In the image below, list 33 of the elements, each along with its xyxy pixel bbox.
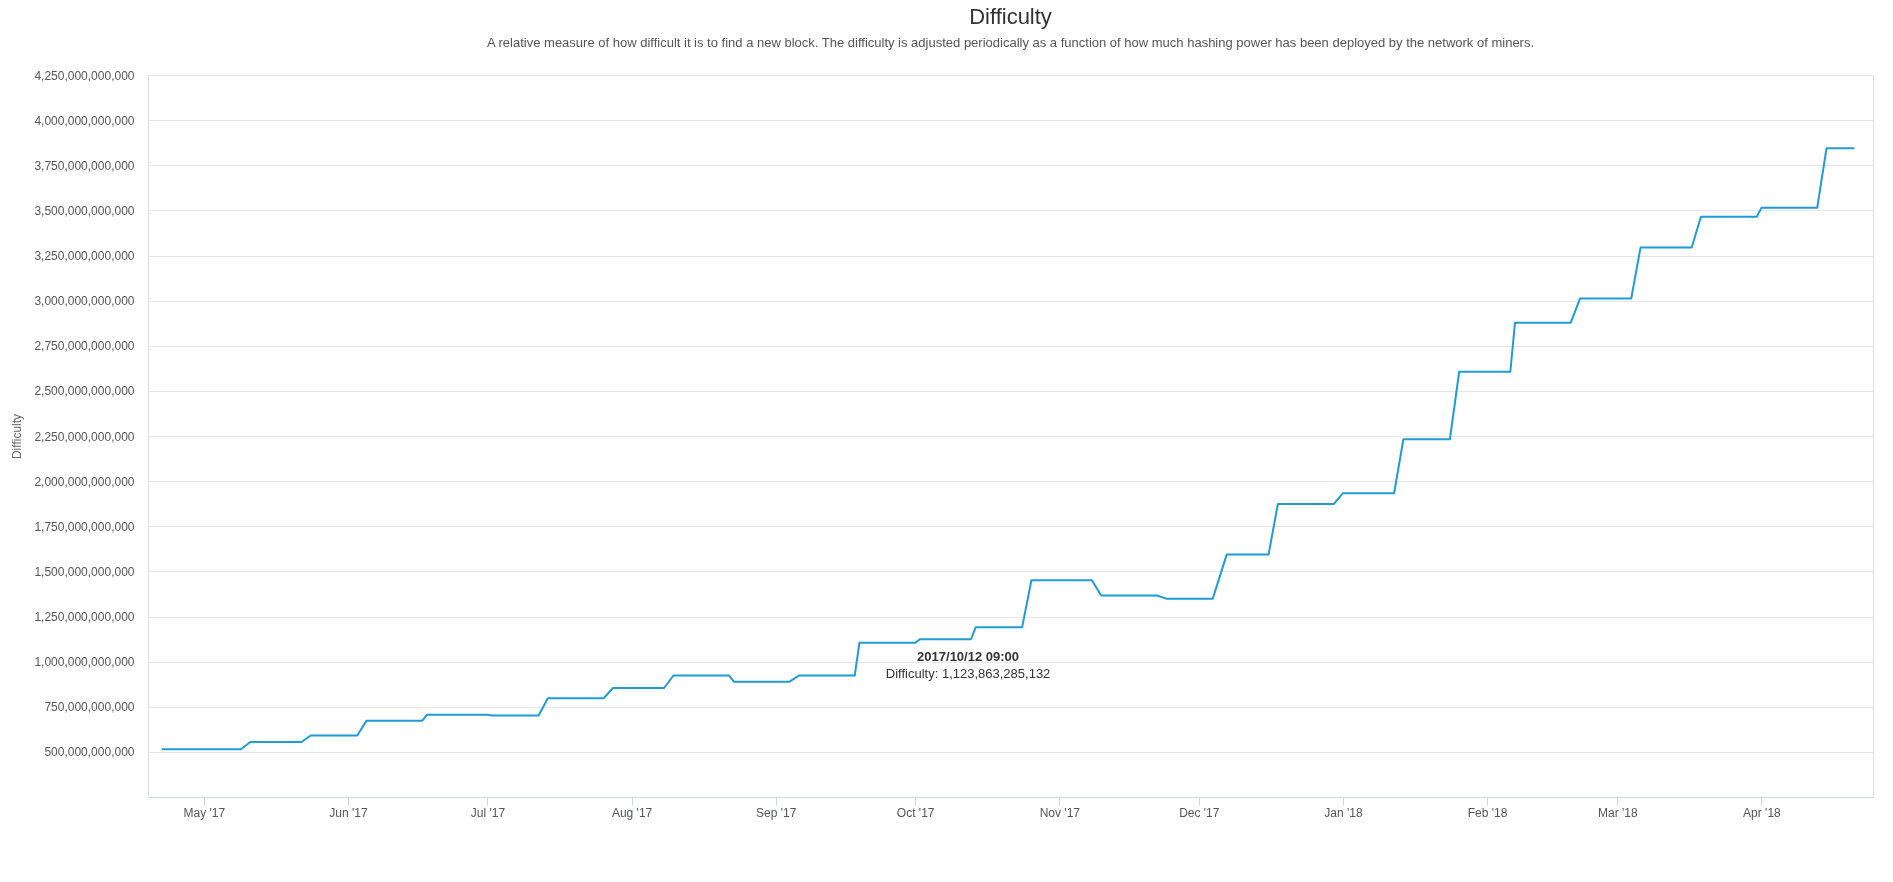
x-tick-label: Dec '17 (1179, 805, 1220, 820)
chart-subtitle: A relative measure of how difficult it is to find a new block. The difficulty is adjusted periodically as a function of how much hashing power has been deployed by the network of miners. (486, 35, 1535, 50)
y-tick-label: 500,000,000,000 (44, 745, 135, 760)
annotation: 2017/10/12 09:00 Difficulty: 1,123,863,285,132 (885, 649, 1051, 682)
y-tick-label: 3,000,000,000,000 (34, 294, 135, 309)
y-tick-label: 1,500,000,000,000 (34, 564, 135, 579)
x-tick-label: Apr '18 (1743, 805, 1782, 820)
x-tick-label: Oct '17 (896, 805, 935, 820)
y-tick-label: 3,250,000,000,000 (34, 249, 135, 263)
x-tick-label: May '17 (183, 805, 226, 820)
y-tick-label: 3,750,000,000,000 (34, 158, 135, 173)
x-tick-label: Feb '18 (1467, 805, 1508, 820)
x-tick-label: Nov '17 (1039, 805, 1081, 820)
y-tick-label: 4,000,000,000,000 (34, 113, 135, 128)
x-tick-label: Mar '18 (1597, 805, 1638, 820)
x-tick-label: Jun '17 (329, 805, 368, 820)
y-tick-label: 2,250,000,000,000 (34, 429, 135, 444)
y-tick-label: 1,750,000,000,000 (34, 519, 135, 534)
y-tick-label: 2,000,000,000,000 (34, 474, 135, 489)
y-tick-label: 4,250,000,000,000 (34, 68, 135, 83)
y-tick-label: 1,000,000,000,000 (34, 655, 135, 670)
x-tick-label: Sep '17 (756, 805, 797, 820)
x-tick-label: Jul '17 (470, 805, 506, 820)
y-tick-label: 750,000,000,000 (44, 700, 135, 715)
y-tick-label: 2,500,000,000,000 (34, 384, 135, 399)
line-series (160, 147, 1856, 751)
y-tick-label: 2,750,000,000,000 (34, 339, 135, 354)
x-tick-label: Jan '18 (1324, 805, 1363, 820)
y-axis-title: Difficulty (10, 413, 25, 460)
y-tick-label: 3,500,000,000,000 (34, 203, 135, 218)
x-tick-label: Aug '17 (611, 805, 653, 820)
chart-title: Difficulty (969, 4, 1052, 29)
y-tick-label: 1,250,000,000,000 (34, 610, 135, 624)
